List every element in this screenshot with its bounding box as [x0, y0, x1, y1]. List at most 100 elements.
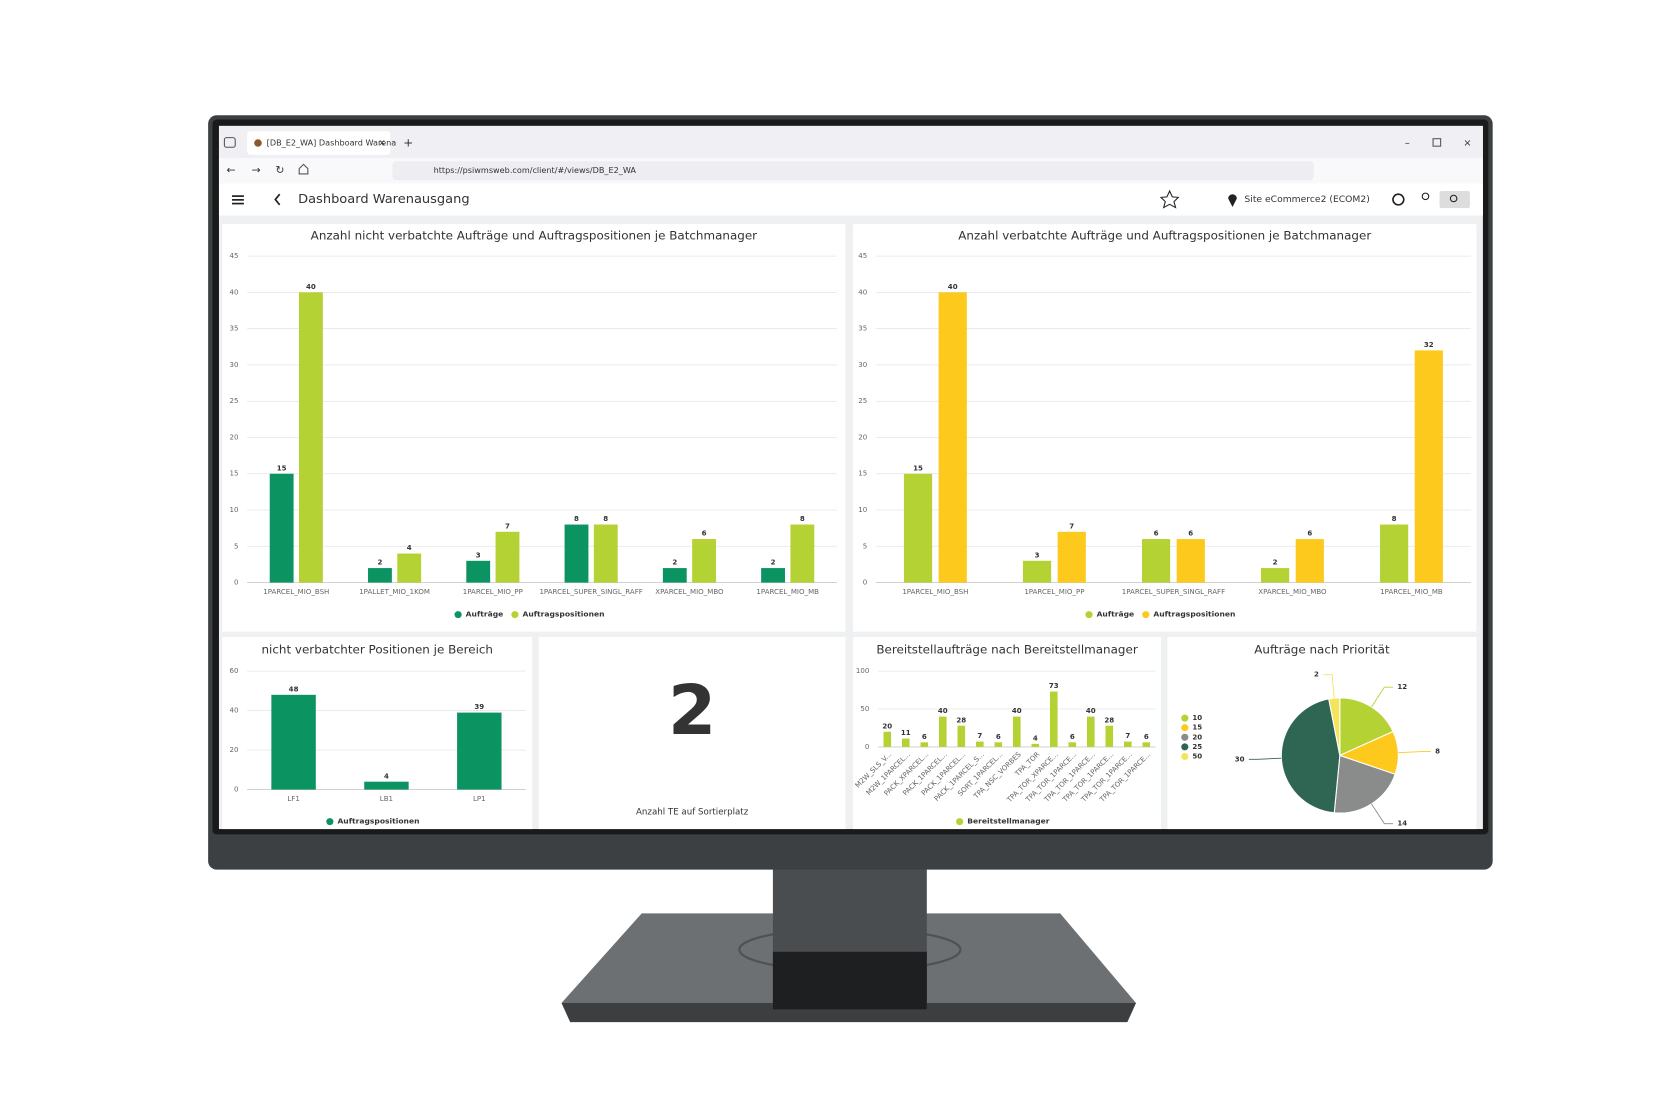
- legend-swatch: [454, 611, 462, 619]
- menu[interactable]: [231, 202, 244, 205]
- bar: [761, 568, 785, 583]
- y-tick-label: 40: [230, 707, 239, 715]
- bar: [1414, 350, 1443, 583]
- y-tick-label: 30: [858, 361, 867, 369]
- x-tick-label: 1PALLET_MIO_1KOM: [359, 588, 430, 596]
- bar: [271, 694, 316, 790]
- data-label: 14: [1397, 820, 1407, 828]
- favorite[interactable]: [1159, 189, 1180, 209]
- legend-swatch: [1181, 724, 1189, 732]
- legend-label: Aufträge: [466, 610, 504, 619]
- app-title: Dashboard Warenausgang: [298, 192, 470, 207]
- y-tick-label: 20: [230, 746, 239, 754]
- user[interactable]: [1421, 192, 1430, 201]
- chart-title: Anzahl nicht verbatchte Aufträge und Auf…: [311, 228, 758, 242]
- reload[interactable]: ↻: [275, 164, 284, 177]
- bar: [692, 539, 716, 583]
- new-tab[interactable]: +: [403, 136, 413, 150]
- y-tick-label: 10: [858, 506, 867, 514]
- bar: [1022, 560, 1052, 583]
- bar: [1057, 531, 1086, 583]
- close[interactable]: ×: [1463, 138, 1471, 149]
- bar: [1086, 716, 1095, 747]
- data-label: 6: [1307, 530, 1312, 538]
- bar: [368, 568, 392, 583]
- x-tick-label: 1PARCEL_SUPER_SINGL_RAFF: [539, 588, 642, 596]
- data-label: 7: [505, 522, 510, 530]
- y-tick-label: 40: [230, 288, 239, 296]
- data-label: 6: [1188, 530, 1193, 538]
- header-back[interactable]: [274, 193, 281, 206]
- legend-swatch: [1142, 611, 1150, 619]
- y-tick-label: 0: [863, 579, 867, 587]
- menu[interactable]: [231, 198, 244, 201]
- data-label: 11: [901, 729, 911, 737]
- data-label: 7: [1125, 732, 1130, 740]
- y-tick-label: 0: [234, 786, 238, 794]
- y-tick-label: 5: [234, 542, 238, 550]
- legend-label: Auftragspositionen: [337, 817, 419, 826]
- legend-label: 25: [1192, 743, 1202, 751]
- kpi-label: Anzahl TE auf Sortierplatz: [636, 808, 749, 818]
- data-label: 48: [289, 686, 299, 694]
- data-label: 15: [277, 464, 287, 472]
- back[interactable]: ←: [227, 164, 236, 177]
- panel: [538, 636, 846, 830]
- y-tick-label: 10: [230, 506, 239, 514]
- tab-close[interactable]: ×: [378, 139, 385, 149]
- data-label: 2: [1314, 671, 1319, 679]
- legend-label: 20: [1192, 733, 1202, 741]
- forward[interactable]: →: [251, 164, 260, 177]
- data-label: 6: [1070, 733, 1075, 741]
- bar: [299, 292, 323, 583]
- x-tick-label: LP1: [473, 795, 486, 803]
- leader-line: [1398, 751, 1431, 754]
- data-label: 2: [1273, 559, 1278, 567]
- data-label: 12: [1397, 683, 1407, 691]
- favicon: [254, 139, 262, 147]
- data-label: 40: [948, 283, 958, 291]
- y-tick-label: 15: [858, 470, 867, 478]
- legend-swatch: [1181, 714, 1189, 722]
- minimize[interactable]: –: [1405, 138, 1410, 149]
- chart-title: Bereitstellaufträge nach Bereitstellmana…: [876, 642, 1138, 656]
- bar: [662, 568, 687, 583]
- x-tick-label: 1PARCEL_MIO_PP: [463, 588, 523, 596]
- y-tick-label: 30: [230, 361, 239, 369]
- site[interactable]: Site eCommerce2 (ECOM2): [1244, 195, 1369, 205]
- data-label: 20: [882, 722, 892, 730]
- data-label: 30: [1235, 755, 1245, 763]
- data-label: 3: [476, 552, 481, 560]
- bar: [903, 473, 933, 583]
- kpi-value: 2: [668, 671, 716, 750]
- bar: [1068, 742, 1077, 747]
- data-label: 40: [1012, 707, 1022, 715]
- legend-label: 50: [1192, 753, 1202, 761]
- legend-label: Auftragspositionen: [1153, 610, 1235, 619]
- y-tick-label: 20: [858, 434, 867, 442]
- data-label: 32: [1424, 341, 1434, 349]
- maximize[interactable]: [1432, 138, 1442, 147]
- bar: [938, 716, 947, 747]
- data-label: 8: [1435, 748, 1440, 756]
- settings[interactable]: [1392, 193, 1405, 206]
- url-field[interactable]: [392, 161, 1314, 181]
- tab[interactable]: [247, 131, 391, 155]
- bar: [1261, 568, 1290, 583]
- y-tick-label: 0: [865, 743, 869, 751]
- legend-swatch: [1181, 752, 1189, 761]
- tab-list-icon[interactable]: [223, 137, 236, 148]
- search[interactable]: [1439, 190, 1470, 209]
- data-label: 39: [474, 703, 484, 711]
- pie-slice: [1339, 697, 1394, 757]
- home[interactable]: [298, 163, 309, 175]
- bar: [790, 524, 815, 583]
- x-tick-label: 1PARCEL_MIO_BSH: [902, 588, 968, 596]
- y-tick-label: 35: [230, 325, 239, 333]
- menu[interactable]: [231, 195, 244, 197]
- chart-title: Anzahl verbatchte Aufträge und Auftragsp…: [958, 228, 1371, 242]
- legend-swatch: [956, 818, 964, 826]
- legend-label: 10: [1192, 714, 1202, 722]
- data-label: 6: [922, 733, 927, 741]
- bar: [1105, 725, 1114, 747]
